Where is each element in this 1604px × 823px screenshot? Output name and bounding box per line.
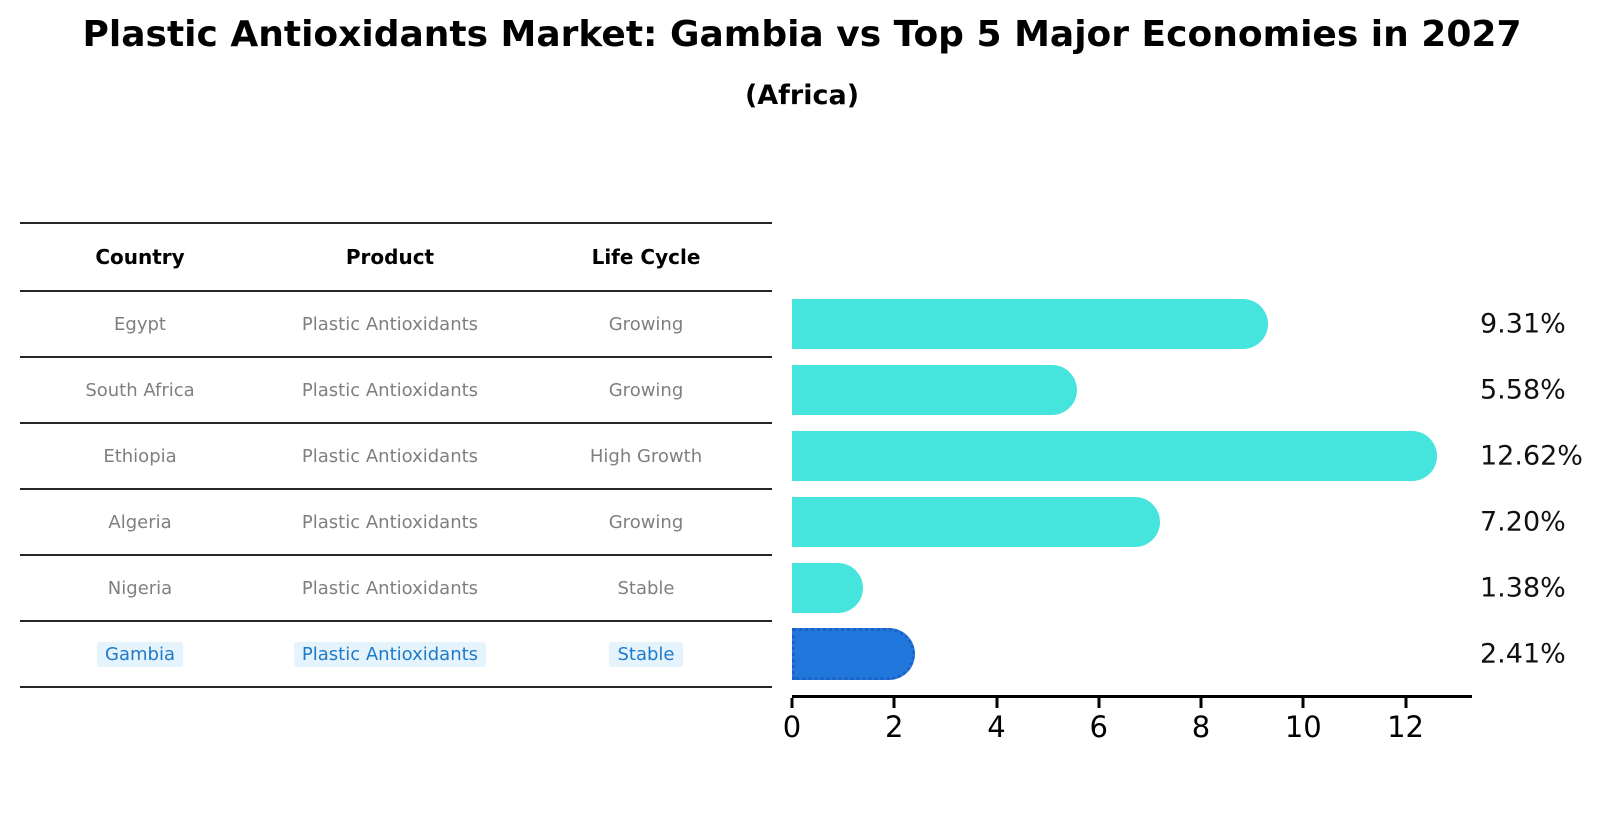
x-axis-tick-label: 2 [885, 710, 904, 744]
table-row-south-africa: South Africa Plastic Antioxidants Growin… [20, 358, 772, 424]
x-axis-tick [1097, 698, 1101, 708]
cell-life-cycle: Stable [520, 641, 772, 667]
x-axis-tick [1301, 698, 1305, 708]
x-axis-tick-label: 8 [1191, 710, 1211, 744]
cell-country: Nigeria [20, 578, 260, 599]
value-label-gambia: 2.41% [1480, 638, 1566, 670]
value-label-south-africa: 5.58% [1480, 374, 1566, 406]
cell-country: Gambia [20, 641, 260, 667]
x-axis-tick [995, 698, 998, 708]
x-axis-tick [1199, 698, 1203, 708]
bar-algeria [792, 497, 1161, 547]
x-axis-tick-label: 0 [782, 710, 802, 744]
country-table: Country Product Life Cycle Egypt Plastic… [20, 222, 772, 688]
column-header-life-cycle: Life Cycle [591, 245, 701, 269]
cell-product: Plastic Antioxidants [260, 446, 520, 467]
x-axis-line [792, 695, 1472, 698]
value-label-algeria: 7.20% [1480, 506, 1566, 538]
x-axis-tick-label: 4 [987, 710, 1006, 744]
cell-country: Egypt [20, 314, 260, 335]
country-label: Gambia [97, 641, 183, 667]
value-label-ethiopia: 12.62% [1480, 440, 1583, 472]
chart-title: Plastic Antioxidants Market: Gambia vs T… [82, 14, 1522, 55]
column-header-product: Product [345, 245, 435, 269]
life-cycle-label: Growing [608, 313, 684, 335]
cell-life-cycle: Stable [520, 578, 772, 599]
country-label: Egypt [114, 313, 166, 335]
product-label: Plastic Antioxidants [301, 313, 479, 335]
product-label: Plastic Antioxidants [301, 577, 479, 599]
value-label-egypt: 9.31% [1480, 308, 1566, 340]
cell-product: Plastic Antioxidants [260, 578, 520, 599]
product-label: Plastic Antioxidants [301, 511, 479, 533]
x-axis-tick-label: 10 [1284, 710, 1322, 744]
table-row-egypt: Egypt Plastic Antioxidants Growing [20, 292, 772, 358]
table-header-row: Country Product Life Cycle [20, 224, 772, 292]
life-cycle-label: Stable [609, 641, 683, 667]
x-axis-tick-label: 6 [1089, 710, 1108, 744]
product-label: Plastic Antioxidants [293, 641, 487, 667]
cell-life-cycle: Growing [520, 314, 772, 335]
country-label: South Africa [85, 379, 195, 401]
table-row-ethiopia: Ethiopia Plastic Antioxidants High Growt… [20, 424, 772, 490]
cell-life-cycle: Growing [520, 512, 772, 533]
cell-life-cycle: Growing [520, 380, 772, 401]
life-cycle-label: High Growth [589, 445, 703, 467]
value-label-nigeria: 1.38% [1480, 572, 1566, 604]
cell-product: Plastic Antioxidants [260, 641, 520, 667]
bar-ethiopia [792, 431, 1438, 481]
table-row-algeria: Algeria Plastic Antioxidants Growing [20, 490, 772, 556]
bar-egypt [792, 299, 1268, 349]
bar-nigeria [792, 563, 863, 613]
country-label: Algeria [108, 511, 172, 533]
x-axis-tick [892, 698, 896, 708]
cell-product: Plastic Antioxidants [260, 512, 520, 533]
product-label: Plastic Antioxidants [301, 445, 479, 467]
life-cycle-label: Stable [617, 577, 675, 599]
table-row-nigeria: Nigeria Plastic Antioxidants Stable [20, 556, 772, 622]
country-label: Ethiopia [103, 445, 177, 467]
x-axis-tick [1404, 698, 1408, 708]
table-row-gambia: Gambia Plastic Antioxidants Stable [20, 622, 772, 688]
x-axis-tick-label: 12 [1387, 710, 1424, 744]
country-label: Nigeria [107, 577, 173, 599]
life-cycle-label: Growing [608, 511, 684, 533]
cell-country: South Africa [20, 380, 260, 401]
cell-product: Plastic Antioxidants [260, 380, 520, 401]
bar-south-africa [792, 365, 1078, 415]
cell-life-cycle: High Growth [520, 446, 772, 467]
life-cycle-label: Growing [608, 379, 684, 401]
cell-country: Algeria [20, 512, 260, 533]
chart-subtitle: (Africa) [744, 80, 860, 111]
product-label: Plastic Antioxidants [301, 379, 479, 401]
column-header-country: Country [95, 245, 185, 269]
cell-country: Ethiopia [20, 446, 260, 467]
cell-product: Plastic Antioxidants [260, 314, 520, 335]
bar-gambia [792, 628, 916, 680]
x-axis-tick [790, 698, 794, 708]
